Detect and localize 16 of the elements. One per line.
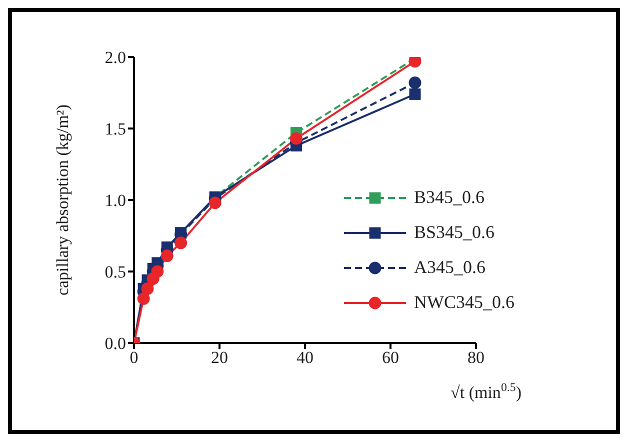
- x-tick-label: 20: [211, 348, 228, 368]
- y-tick-label: 2.0: [104, 48, 126, 68]
- y-tick-label: 1.5: [104, 120, 126, 139]
- legend-label: A345_0.6: [414, 257, 486, 278]
- legend-label: NWC345_0.6: [414, 292, 514, 313]
- x-tick-label: 0: [130, 348, 138, 368]
- y-axis-title: capillary absorption (kg/m²): [53, 104, 72, 296]
- y-tick-label: 1.0: [104, 191, 126, 210]
- legend-label: B345_0.6: [414, 187, 485, 208]
- x-tick-label: 60: [382, 348, 399, 368]
- x-tick-label: 80: [468, 348, 484, 368]
- x-tick-label: 40: [296, 348, 314, 368]
- x-axis-title: √t (min$^{0.5}$): [450, 380, 522, 402]
- legend-label: BS345_0.6: [414, 222, 495, 243]
- y-tick-label: 0.5: [104, 262, 126, 282]
- y-tick-label: 0.0: [104, 334, 126, 354]
